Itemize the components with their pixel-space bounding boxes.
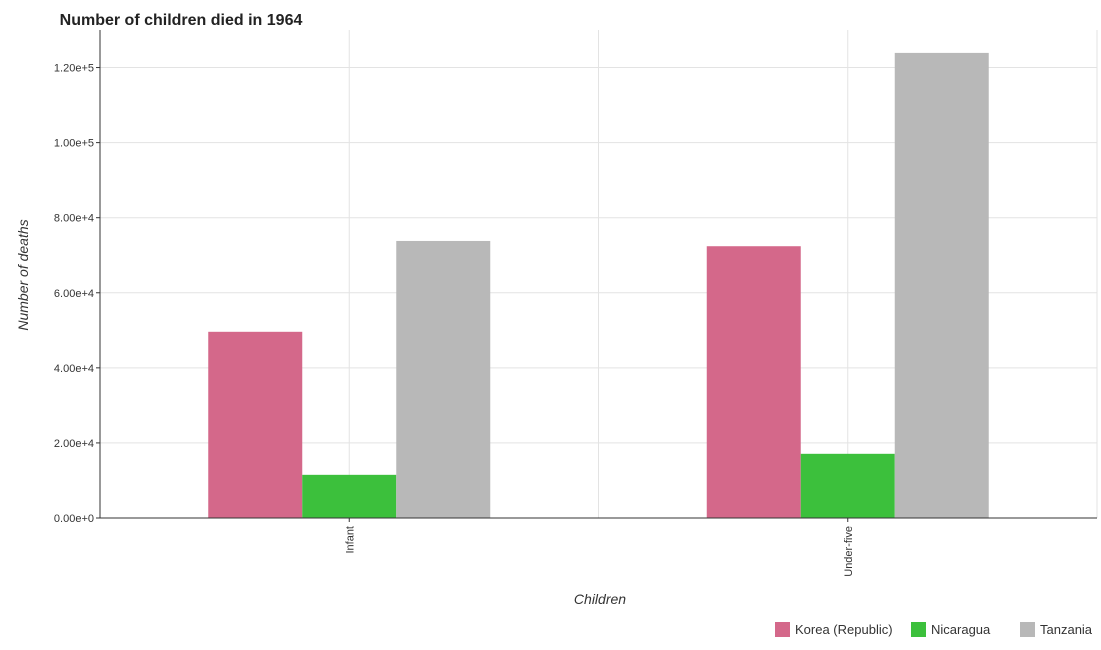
x-tick-label: Under-five (843, 526, 855, 577)
y-tick-label: 6.00e+4 (54, 288, 94, 300)
y-tick-label: 1.00e+5 (54, 138, 94, 150)
y-tick-label: 8.00e+4 (54, 213, 94, 225)
y-tick-label: 4.00e+4 (54, 363, 94, 375)
axes: 0.00e+0 2.00e+4 4.00e+4 6.00e+4 8.00e+4 1.00e… (54, 30, 1097, 577)
bar-tanzania-under-five (894, 52, 989, 518)
legend-swatch (911, 622, 926, 637)
bar-nicaragua-under-five (800, 453, 895, 518)
legend-swatch (1020, 622, 1035, 637)
bar-korea-republic--under-five (706, 246, 801, 518)
y-tick-label: 0.00e+0 (54, 513, 94, 525)
y-axis-label: Number of deaths (15, 219, 31, 330)
legend: Korea (Republic) Nicaragua Tanzania (775, 622, 1093, 637)
bar-tanzania-infant (396, 240, 491, 518)
legend-label: Korea (Republic) (795, 622, 893, 637)
legend-label: Tanzania (1040, 622, 1093, 637)
chart-title: Number of children died in 1964 (60, 12, 303, 29)
x-axis-label: Children (574, 591, 626, 607)
x-tick-label: Infant (344, 526, 356, 554)
bar-korea-republic--infant (208, 331, 303, 518)
y-tick-label: 2.00e+4 (54, 438, 94, 450)
bar-nicaragua-infant (302, 474, 397, 518)
legend-swatch (775, 622, 790, 637)
bars (208, 52, 989, 518)
legend-label: Nicaragua (931, 622, 991, 637)
y-tick-label: 1.20e+5 (54, 63, 94, 75)
